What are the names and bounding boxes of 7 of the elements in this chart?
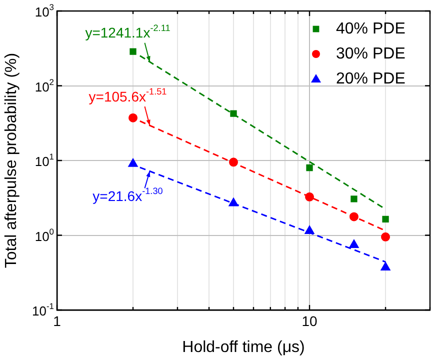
x-tick-label: 10 [302, 312, 318, 329]
x-tick-label: 1 [53, 312, 62, 329]
legend-label: 40% PDE [336, 20, 406, 38]
x-axis-title: Hold-off time (μs) [182, 338, 305, 356]
legend-label: 20% PDE [336, 70, 406, 88]
y-axis-title: Total afterpulse probability (%) [3, 52, 20, 268]
legend-label: 30% PDE [336, 45, 406, 62]
